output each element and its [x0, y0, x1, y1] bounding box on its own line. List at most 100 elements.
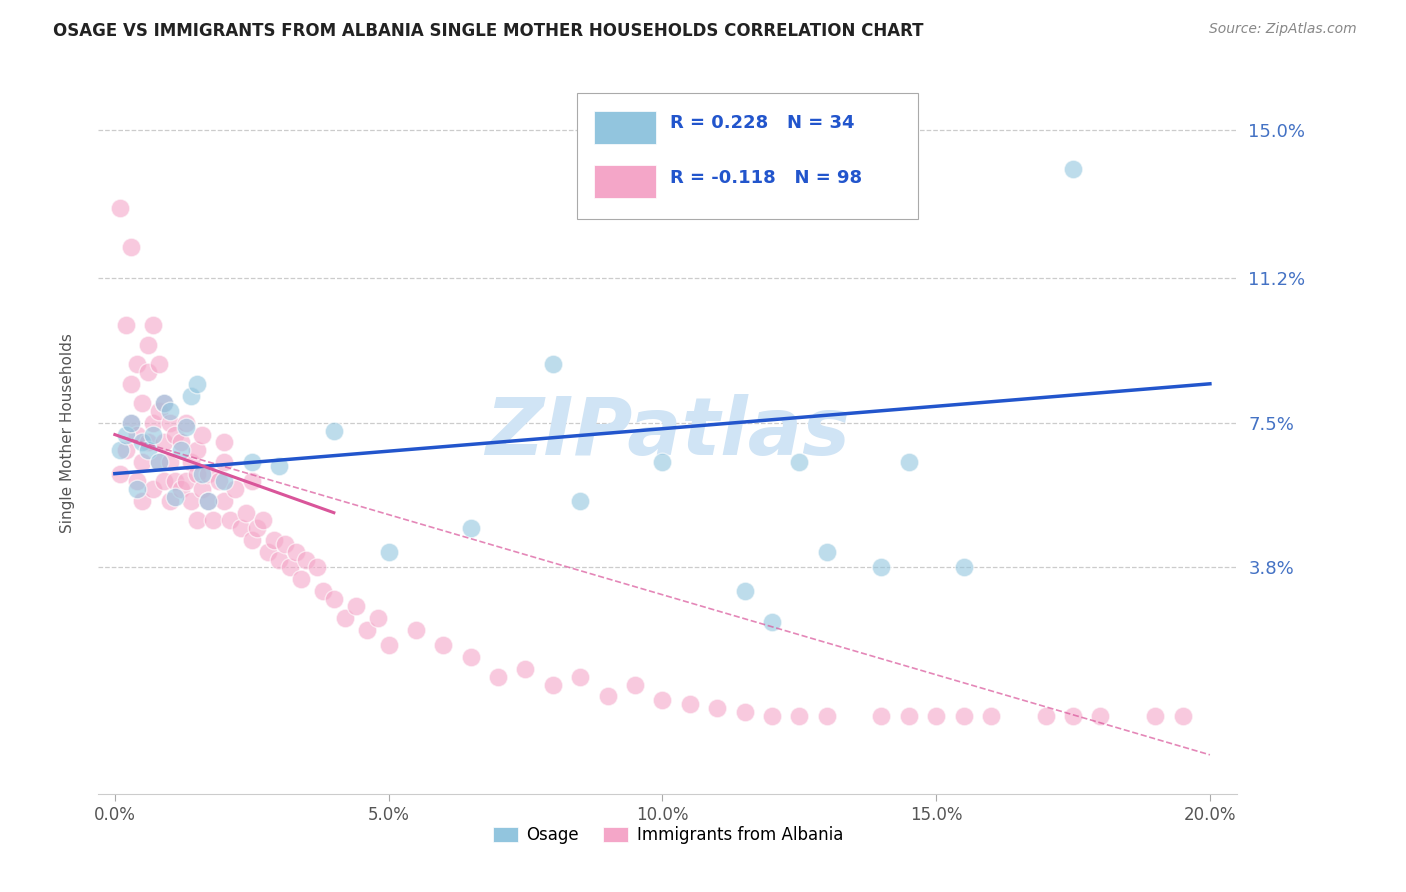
- Immigrants from Albania: [114, 443, 136, 458]
- Immigrants from Albania: [159, 455, 181, 469]
- Immigrants from Albania: [186, 514, 208, 528]
- Immigrants from Albania: [131, 494, 153, 508]
- Immigrants from Albania: [214, 455, 236, 469]
- Text: Source: ZipAtlas.com: Source: ZipAtlas.com: [1209, 22, 1357, 37]
- Immigrants from Albania: [136, 365, 159, 379]
- Immigrants from Albania: [142, 416, 165, 430]
- FancyBboxPatch shape: [576, 93, 918, 219]
- Immigrants from Albania: [980, 708, 1002, 723]
- Immigrants from Albania: [131, 455, 153, 469]
- Immigrants from Albania: [120, 376, 142, 391]
- Immigrants from Albania: [235, 506, 257, 520]
- Immigrants from Albania: [541, 677, 564, 691]
- Osage: [180, 388, 202, 402]
- Osage: [870, 560, 893, 574]
- Immigrants from Albania: [367, 611, 389, 625]
- Immigrants from Albania: [257, 545, 280, 559]
- Immigrants from Albania: [197, 467, 219, 481]
- Osage: [169, 443, 191, 458]
- Text: R = -0.118   N = 98: R = -0.118 N = 98: [671, 169, 862, 187]
- Immigrants from Albania: [734, 705, 756, 719]
- Immigrants from Albania: [1171, 708, 1194, 723]
- Immigrants from Albania: [307, 560, 329, 574]
- Osage: [269, 458, 291, 473]
- Immigrants from Albania: [356, 623, 378, 637]
- Immigrants from Albania: [624, 677, 647, 691]
- Osage: [651, 455, 673, 469]
- Immigrants from Albania: [142, 482, 165, 496]
- Immigrants from Albania: [191, 427, 214, 442]
- Immigrants from Albania: [229, 521, 252, 535]
- Immigrants from Albania: [815, 708, 838, 723]
- Immigrants from Albania: [432, 639, 454, 653]
- Immigrants from Albania: [322, 591, 344, 606]
- Immigrants from Albania: [312, 583, 335, 598]
- Bar: [593, 112, 657, 144]
- Immigrants from Albania: [273, 537, 295, 551]
- Immigrants from Albania: [148, 455, 170, 469]
- Immigrants from Albania: [153, 396, 176, 410]
- Immigrants from Albania: [180, 455, 202, 469]
- Immigrants from Albania: [224, 482, 246, 496]
- Immigrants from Albania: [240, 533, 263, 547]
- Text: ZIPatlas: ZIPatlas: [485, 393, 851, 472]
- Legend: Osage, Immigrants from Albania: Osage, Immigrants from Albania: [486, 819, 849, 851]
- Immigrants from Albania: [186, 467, 208, 481]
- Osage: [952, 560, 974, 574]
- Immigrants from Albania: [131, 396, 153, 410]
- Osage: [186, 376, 208, 391]
- Immigrants from Albania: [165, 475, 187, 489]
- Immigrants from Albania: [174, 475, 197, 489]
- Immigrants from Albania: [120, 240, 142, 254]
- Immigrants from Albania: [136, 337, 159, 351]
- Immigrants from Albania: [1062, 708, 1084, 723]
- Immigrants from Albania: [214, 435, 236, 450]
- Osage: [815, 545, 838, 559]
- Osage: [761, 615, 783, 629]
- Osage: [165, 490, 187, 504]
- Immigrants from Albania: [159, 416, 181, 430]
- Osage: [377, 545, 399, 559]
- Osage: [214, 475, 236, 489]
- Text: R = 0.228   N = 34: R = 0.228 N = 34: [671, 114, 855, 132]
- Immigrants from Albania: [1144, 708, 1167, 723]
- Immigrants from Albania: [263, 533, 285, 547]
- Immigrants from Albania: [165, 427, 187, 442]
- Immigrants from Albania: [870, 708, 893, 723]
- Immigrants from Albania: [136, 435, 159, 450]
- Immigrants from Albania: [191, 482, 214, 496]
- Immigrants from Albania: [214, 494, 236, 508]
- Immigrants from Albania: [460, 650, 482, 665]
- Immigrants from Albania: [159, 494, 181, 508]
- Immigrants from Albania: [148, 404, 170, 418]
- Immigrants from Albania: [110, 467, 132, 481]
- Osage: [125, 482, 148, 496]
- Immigrants from Albania: [208, 475, 231, 489]
- Osage: [897, 455, 920, 469]
- Y-axis label: Single Mother Households: Single Mother Households: [60, 333, 75, 533]
- Immigrants from Albania: [202, 514, 225, 528]
- Immigrants from Albania: [125, 475, 148, 489]
- Osage: [114, 427, 136, 442]
- Immigrants from Albania: [120, 416, 142, 430]
- Immigrants from Albania: [486, 670, 509, 684]
- Immigrants from Albania: [761, 708, 783, 723]
- Immigrants from Albania: [333, 611, 356, 625]
- Immigrants from Albania: [180, 494, 202, 508]
- Immigrants from Albania: [897, 708, 920, 723]
- Immigrants from Albania: [186, 443, 208, 458]
- Immigrants from Albania: [252, 514, 274, 528]
- Text: OSAGE VS IMMIGRANTS FROM ALBANIA SINGLE MOTHER HOUSEHOLDS CORRELATION CHART: OSAGE VS IMMIGRANTS FROM ALBANIA SINGLE …: [53, 22, 924, 40]
- Immigrants from Albania: [295, 552, 318, 566]
- Osage: [197, 494, 219, 508]
- Osage: [110, 443, 132, 458]
- Immigrants from Albania: [197, 494, 219, 508]
- Immigrants from Albania: [114, 318, 136, 333]
- Immigrants from Albania: [169, 482, 191, 496]
- Immigrants from Albania: [169, 435, 191, 450]
- Immigrants from Albania: [278, 560, 301, 574]
- Osage: [191, 467, 214, 481]
- Osage: [787, 455, 810, 469]
- Immigrants from Albania: [153, 475, 176, 489]
- Osage: [240, 455, 263, 469]
